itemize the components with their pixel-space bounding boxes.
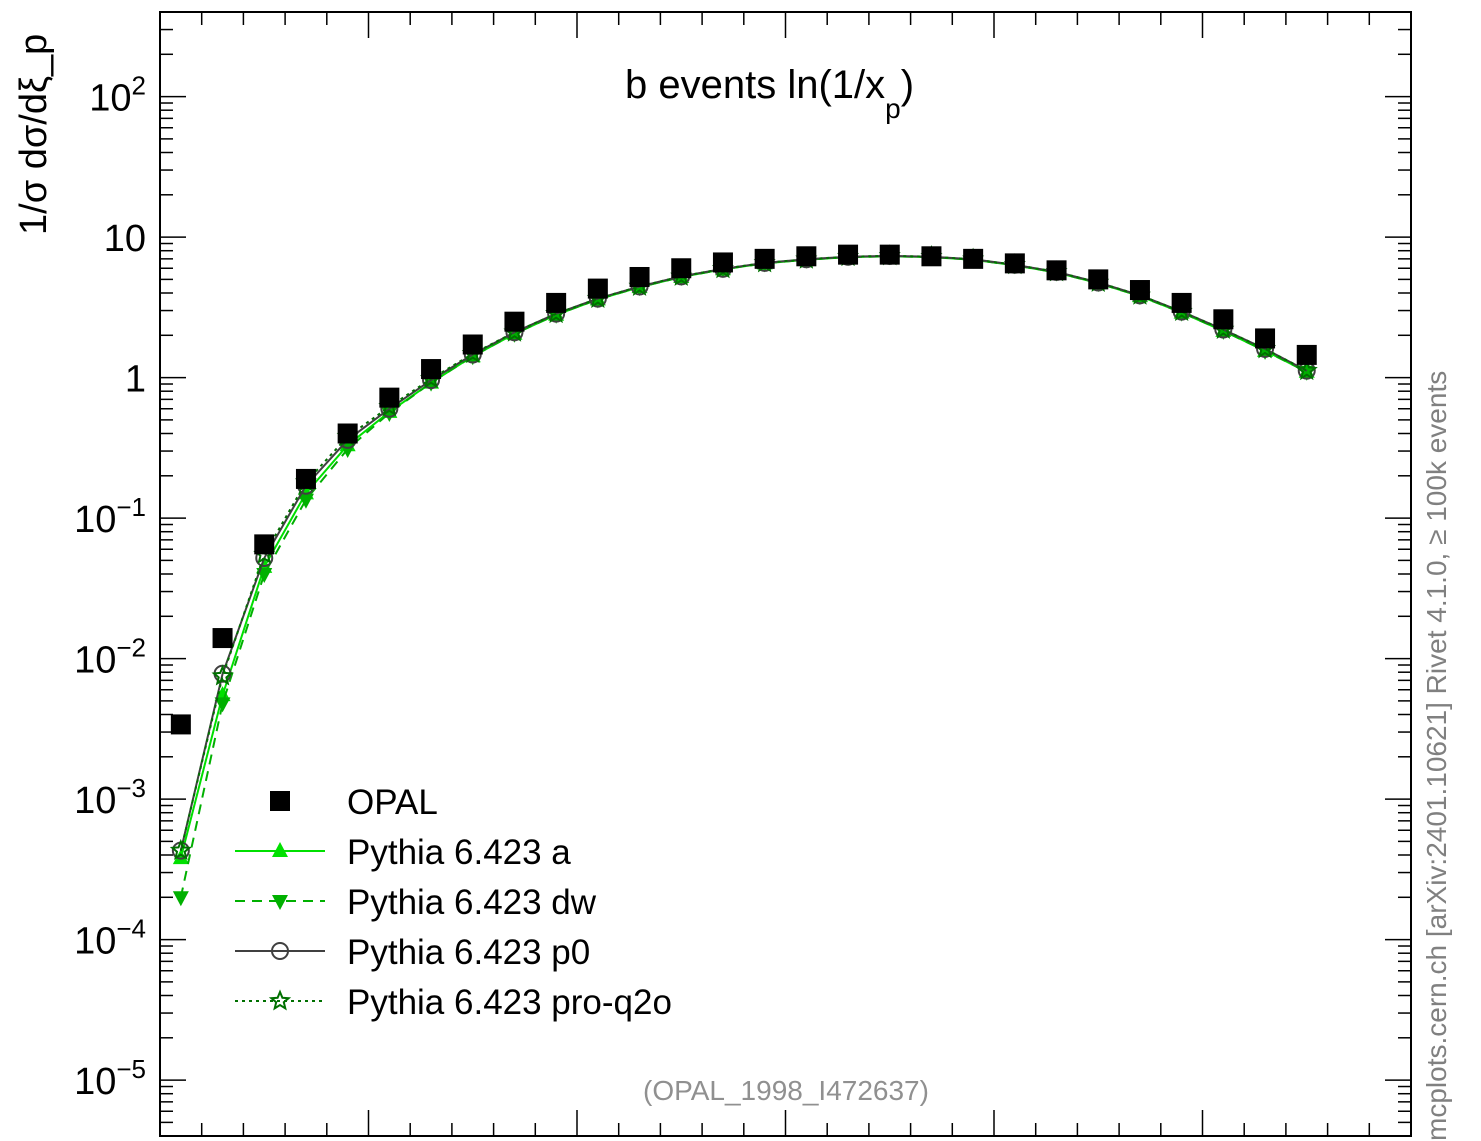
legend-marker	[271, 942, 289, 960]
data-point	[1129, 280, 1150, 301]
series-line-1	[179, 255, 1308, 859]
data-point	[546, 292, 567, 313]
legend-label: Pythia 6.423 dw	[347, 883, 597, 922]
legend-label: Pythia 6.423 pro-q2o	[347, 983, 672, 1022]
data-point	[796, 246, 817, 267]
data-point	[337, 423, 358, 444]
data-point	[295, 468, 316, 489]
y-tick-label: 10−1	[74, 492, 146, 541]
data-point	[504, 311, 525, 332]
data-point	[1213, 309, 1234, 330]
data-point	[169, 838, 192, 861]
data-point	[462, 334, 483, 355]
sidebar-text: mcplots.cern.ch [arXiv:2401.10621] Rivet…	[1421, 370, 1452, 1141]
y-tick-label: 10	[104, 218, 146, 260]
data-point	[1255, 328, 1276, 349]
y-tick-label: 10−5	[74, 1054, 146, 1103]
data-point	[1046, 260, 1067, 281]
legend-label: Pythia 6.423 a	[347, 833, 571, 872]
series-line-3	[179, 254, 1308, 851]
data-point	[1295, 359, 1318, 381]
legend-marker	[268, 989, 292, 1011]
data-point	[421, 359, 442, 380]
chart-title: b events ln(1/xp)	[625, 63, 914, 124]
analysis-watermark: (OPAL_1998_I472637)	[643, 1075, 929, 1106]
data-point	[629, 266, 650, 287]
legend-label: OPAL	[347, 783, 438, 822]
data-point	[297, 493, 314, 509]
legend: OPAL Pythia 6.423 a Pythia 6.423 dw Pythia …	[235, 783, 672, 1022]
data-point	[172, 891, 189, 907]
y-tick-label: 10−3	[74, 773, 146, 822]
y-tick-label: 1	[125, 359, 146, 401]
legend-marker	[270, 791, 290, 811]
y-tick-label: 10−2	[74, 633, 146, 682]
series-line-2	[179, 255, 1308, 898]
data-point	[379, 387, 400, 408]
legend-marker	[272, 842, 288, 857]
data-point	[712, 252, 733, 273]
y-tick-label: 10−4	[74, 914, 146, 963]
legend-marker	[272, 895, 288, 910]
marks	[169, 244, 1318, 907]
data-point	[214, 697, 231, 713]
data-point	[587, 278, 608, 299]
data-point	[963, 248, 984, 269]
data-point	[838, 244, 859, 265]
data-point	[879, 244, 900, 265]
data-point	[254, 534, 275, 555]
data-point	[212, 628, 233, 649]
data-point	[754, 248, 775, 269]
axes	[159, 11, 1412, 1137]
data-point	[1088, 269, 1109, 290]
data-point	[214, 686, 231, 702]
data-point	[172, 849, 189, 865]
data-point	[671, 258, 692, 279]
data-point	[921, 246, 942, 267]
series-line-4	[179, 254, 1308, 851]
data-point	[1171, 292, 1192, 313]
data-point	[170, 714, 191, 735]
y-tick-label: 102	[89, 71, 146, 120]
labels: 10−5 10−4 10−3 10−2 10−1 1 10 102 1/σ dσ/dξ_p b e…	[13, 34, 929, 1106]
data-point	[211, 664, 234, 686]
data-point	[1004, 253, 1025, 274]
y-axis-label: 1/σ dσ/dξ_p	[13, 34, 55, 235]
data-point	[1296, 344, 1317, 365]
legend-label: Pythia 6.423 p0	[347, 933, 590, 972]
